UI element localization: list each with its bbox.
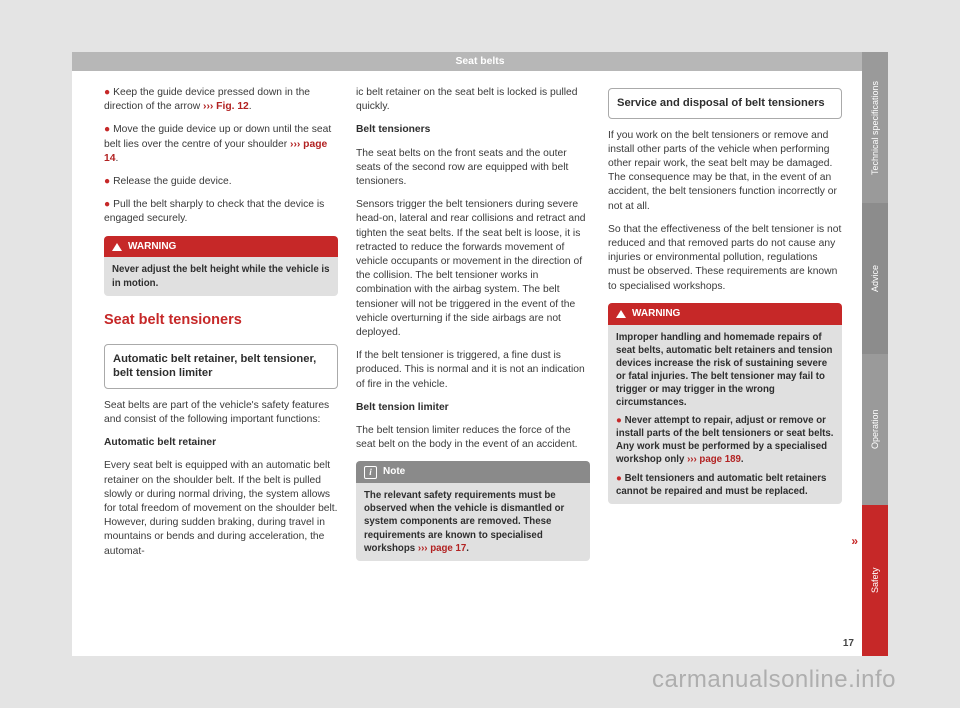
body-text: So that the effectiveness of the belt te… [608,223,842,294]
manual-page: Seat belts ● Keep the guide device press… [72,52,888,656]
warning-header: WARNING [104,236,338,258]
sub-heading: Belt tension limiter [356,401,590,415]
body-text: If the belt tensioner is triggered, a fi… [356,349,590,392]
note-body: The relevant safety requirements must be… [356,483,590,560]
page-number: 17 [843,638,854,649]
continuation-arrow: » [851,534,858,548]
warning-header: WARNING [608,303,842,325]
watermark: carmanualsonline.info [652,666,896,694]
body-text: Every seat belt is equipped with an auto… [104,459,338,558]
note-header: Note [356,461,590,483]
column-2: ic belt retainer on the seat belt is loc… [356,86,590,569]
topic-box: Automatic belt retainer, belt tensioner,… [104,344,338,389]
bullet-item: ● Pull the belt sharply to check that th… [104,198,338,226]
warning-box: WARNING Never adjust the belt height whi… [104,236,338,296]
section-title: Seat belt tensioners [104,310,338,330]
body-text: The seat belts on the front seats and th… [356,147,590,190]
topic-box: Service and disposal of belt tensioners [608,88,842,119]
body-text: If you work on the belt tensioners or re… [608,129,842,214]
note-box: Note The relevant safety requirements mu… [356,461,590,560]
body-text: Sensors trigger the belt tensioners duri… [356,198,590,340]
tab-safety[interactable]: Safety [862,505,888,656]
section-header: Seat belts [72,52,888,71]
column-3: Service and disposal of belt tensioners … [608,86,842,569]
bullet-item: ● Release the guide device. [104,175,338,189]
bullet-item: ● Keep the guide device pressed down in … [104,86,338,114]
warning-box: WARNING Improper handling and homemade r… [608,303,842,504]
column-1: ● Keep the guide device pressed down in … [104,86,338,569]
tab-technical-specifications[interactable]: Technical specifications [862,52,888,203]
tab-operation[interactable]: Operation [862,354,888,505]
page-content: ● Keep the guide device pressed down in … [104,86,842,569]
sub-heading: Belt tensioners [356,123,590,137]
body-text: Seat belts are part of the vehicle's saf… [104,399,338,427]
warning-body: Improper handling and homemade repairs o… [608,325,842,504]
side-tabs: Technical specifications Advice Operatio… [862,52,888,656]
body-text: ic belt retainer on the seat belt is loc… [356,86,590,114]
sub-heading: Automatic belt retainer [104,436,338,450]
bullet-item: ● Move the guide device up or down until… [104,123,338,166]
body-text: The belt tension limiter reduces the for… [356,424,590,452]
tab-advice[interactable]: Advice [862,203,888,354]
warning-body: Never adjust the belt height while the v… [104,257,338,295]
